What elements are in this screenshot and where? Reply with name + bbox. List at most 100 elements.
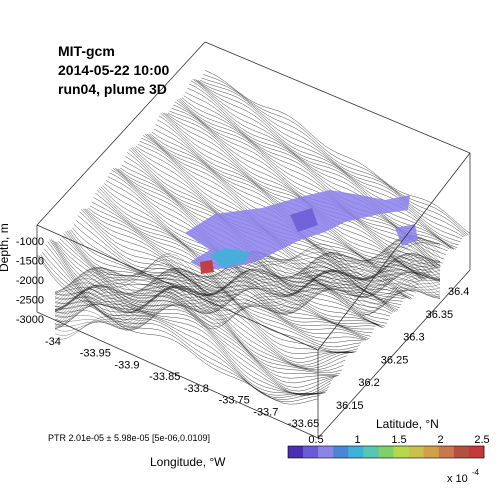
box-back-edges bbox=[36, 41, 471, 312]
ridge-contour bbox=[54, 269, 441, 331]
bathymetry-contour bbox=[81, 209, 359, 353]
bathymetry-contour bbox=[187, 87, 455, 250]
tick-label: 36.35 bbox=[426, 309, 454, 321]
ridge-contour bbox=[54, 274, 441, 336]
colorbar-multiplier: x 10 bbox=[447, 473, 468, 485]
bathymetry-contour bbox=[56, 241, 336, 388]
depth-axis-label: Depth, m bbox=[0, 223, 11, 272]
colorbar-exponent: -4 bbox=[472, 468, 480, 477]
ridge-contour bbox=[54, 271, 441, 329]
longitude-axis-label: Longitude, °W bbox=[150, 455, 226, 469]
tick-label: -33.8 bbox=[184, 383, 209, 395]
bathymetry-contour bbox=[164, 112, 434, 270]
bathymetry-contour bbox=[189, 83, 456, 250]
plume-core bbox=[210, 248, 250, 268]
tick-label: -33.75 bbox=[219, 395, 250, 407]
bathymetry-contour bbox=[58, 240, 338, 384]
bathymetry-contour bbox=[91, 201, 368, 341]
bathymetry-contour bbox=[173, 104, 442, 267]
title-model: MIT-gcm bbox=[58, 43, 115, 59]
bathymetry-contour bbox=[50, 239, 331, 396]
bathymetry-contour bbox=[201, 77, 467, 236]
tick-label: -33.65 bbox=[288, 418, 319, 430]
colorbar-segment bbox=[453, 446, 470, 458]
colorbar-segment bbox=[468, 446, 485, 458]
bathymetry-contour bbox=[75, 220, 354, 359]
colorbar-tick-label: 2 bbox=[437, 434, 443, 446]
ridge-contour bbox=[54, 273, 441, 325]
tick-label: 36.3 bbox=[403, 332, 424, 344]
tick-label: -33.95 bbox=[80, 348, 111, 360]
box-edge bbox=[36, 311, 319, 439]
colorbar-segment bbox=[438, 446, 455, 458]
colorbar-frame bbox=[287, 445, 485, 459]
colorbar-tick-label: 0.5 bbox=[308, 434, 323, 446]
bathymetry-contour bbox=[89, 205, 367, 341]
ridge-contour bbox=[54, 253, 441, 312]
bathymetry-contour bbox=[49, 239, 330, 396]
bathymetry-contour bbox=[104, 183, 379, 326]
bathymetry-contour bbox=[109, 172, 384, 328]
colorbar-segment bbox=[333, 446, 349, 458]
bathymetry-contour bbox=[40, 254, 322, 400]
bathymetry-contour bbox=[203, 74, 469, 236]
tick-label: -34 bbox=[45, 336, 61, 348]
box-edge bbox=[204, 41, 471, 154]
plume-surface bbox=[185, 190, 418, 274]
bathymetry-contour bbox=[190, 80, 458, 249]
colorbar-segment bbox=[408, 446, 424, 458]
ridge-contour bbox=[54, 252, 441, 313]
bathymetry-contour bbox=[192, 78, 459, 246]
bathymetry-contour bbox=[66, 230, 346, 370]
colorbar-segment bbox=[288, 446, 304, 458]
latitude-axis-label: Latitude, °N bbox=[376, 417, 439, 431]
title-run: run04, plume 3D bbox=[58, 81, 167, 97]
bathymetry-contour bbox=[54, 241, 335, 392]
bathymetry-contour bbox=[196, 79, 463, 240]
bathymetry-contour bbox=[42, 252, 323, 398]
tick-label: -1000 bbox=[16, 236, 44, 248]
ridge-contour bbox=[54, 270, 441, 331]
bathymetry-contour bbox=[63, 233, 343, 374]
axis-ticks: -34 -33.95-33.9 -33.85 -33.8 -33.75-33.7 -33.… bbox=[16, 236, 470, 430]
tick-label: 36.15 bbox=[336, 400, 364, 412]
bathymetry-contour bbox=[61, 235, 341, 375]
tracer-stats: PTR 2.01e-05 ± 5.98e-05 [5e-06,0.0109] bbox=[48, 433, 211, 443]
colorbar-segment bbox=[363, 446, 379, 458]
bathymetry-contour bbox=[79, 211, 357, 354]
ridge-contour bbox=[54, 273, 441, 327]
ridge-contour bbox=[54, 272, 441, 340]
tick-label: -33.7 bbox=[253, 406, 278, 418]
colorbar-segment bbox=[318, 446, 334, 458]
bathymetry-contour bbox=[70, 229, 349, 368]
box-edge bbox=[317, 269, 471, 439]
box-edge bbox=[36, 224, 319, 351]
title-datetime: 2014-05-22 10:00 bbox=[58, 62, 170, 78]
tick-label: -33.9 bbox=[114, 359, 139, 371]
colorbar-segment bbox=[303, 446, 319, 458]
colorbar-tick-label: 1 bbox=[354, 434, 360, 446]
tick-label: -2000 bbox=[16, 275, 44, 287]
tick-label: -2500 bbox=[16, 295, 44, 307]
bathymetry-contour bbox=[199, 79, 466, 237]
tick-label: -33.85 bbox=[149, 371, 180, 383]
bathymetry-contour bbox=[194, 78, 461, 243]
colorbar-segment bbox=[378, 446, 394, 458]
colorbar-tick-label: 2.5 bbox=[474, 434, 489, 446]
ridge-contour bbox=[54, 239, 441, 301]
tick-label: 36.2 bbox=[358, 377, 379, 389]
bathymetry-contour bbox=[197, 80, 464, 238]
colorbar: 0.5 1 1.5 2 2.5 x 10 -4 bbox=[287, 434, 490, 485]
colorbar-segment bbox=[423, 446, 440, 458]
colorbar-segment bbox=[393, 446, 409, 458]
bathymetry-contour bbox=[204, 70, 471, 234]
ridge-contour bbox=[54, 264, 441, 321]
bathymetry-contour bbox=[100, 186, 376, 327]
box-edge bbox=[36, 41, 206, 226]
box-edge bbox=[317, 152, 471, 351]
box-front-edges bbox=[36, 152, 471, 439]
ridge-contour bbox=[54, 255, 441, 322]
ridge-contour bbox=[54, 255, 441, 310]
